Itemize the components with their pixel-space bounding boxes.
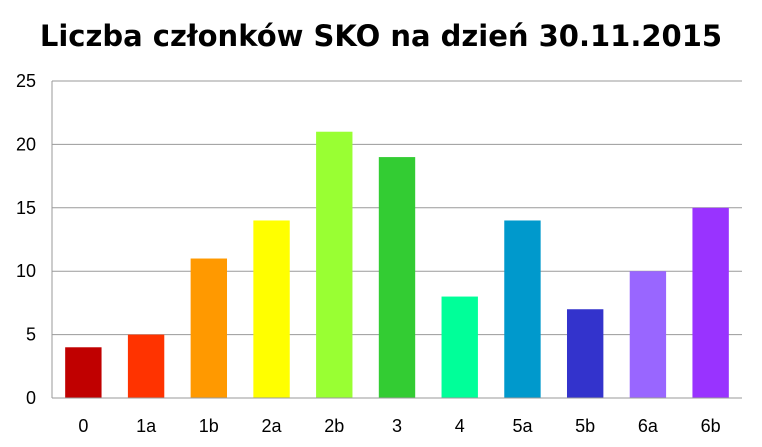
bar	[504, 220, 541, 398]
x-tick-label: 3	[392, 416, 402, 436]
x-tick-label: 1a	[136, 416, 157, 436]
chart-title: Liczba członków SKO na dzień 30.11.2015	[39, 19, 723, 53]
x-tick-label: 1b	[199, 416, 219, 436]
bar	[253, 220, 290, 398]
y-tick-label: 10	[16, 261, 36, 281]
bar	[692, 207, 729, 398]
y-tick-label: 5	[26, 325, 36, 345]
bar	[190, 258, 228, 398]
x-tick-label: 5a	[512, 416, 533, 436]
x-tick-label: 5b	[575, 416, 595, 436]
y-tick-label: 25	[16, 71, 36, 91]
y-tick-label: 0	[26, 388, 36, 408]
x-tick-label: 2b	[324, 416, 344, 436]
bar	[378, 157, 416, 398]
bar	[127, 334, 165, 398]
bar	[316, 131, 353, 398]
bar	[629, 271, 667, 398]
x-tick-label: 6a	[638, 416, 659, 436]
bar	[566, 309, 604, 398]
y-tick-label: 15	[16, 198, 36, 218]
x-tick-label: 2a	[262, 416, 283, 436]
bar	[65, 347, 102, 398]
bar	[441, 296, 478, 398]
y-tick-label: 20	[16, 134, 36, 154]
x-tick-label: 6b	[701, 416, 721, 436]
x-tick-label: 0	[78, 416, 88, 436]
x-tick-label: 4	[455, 416, 465, 436]
